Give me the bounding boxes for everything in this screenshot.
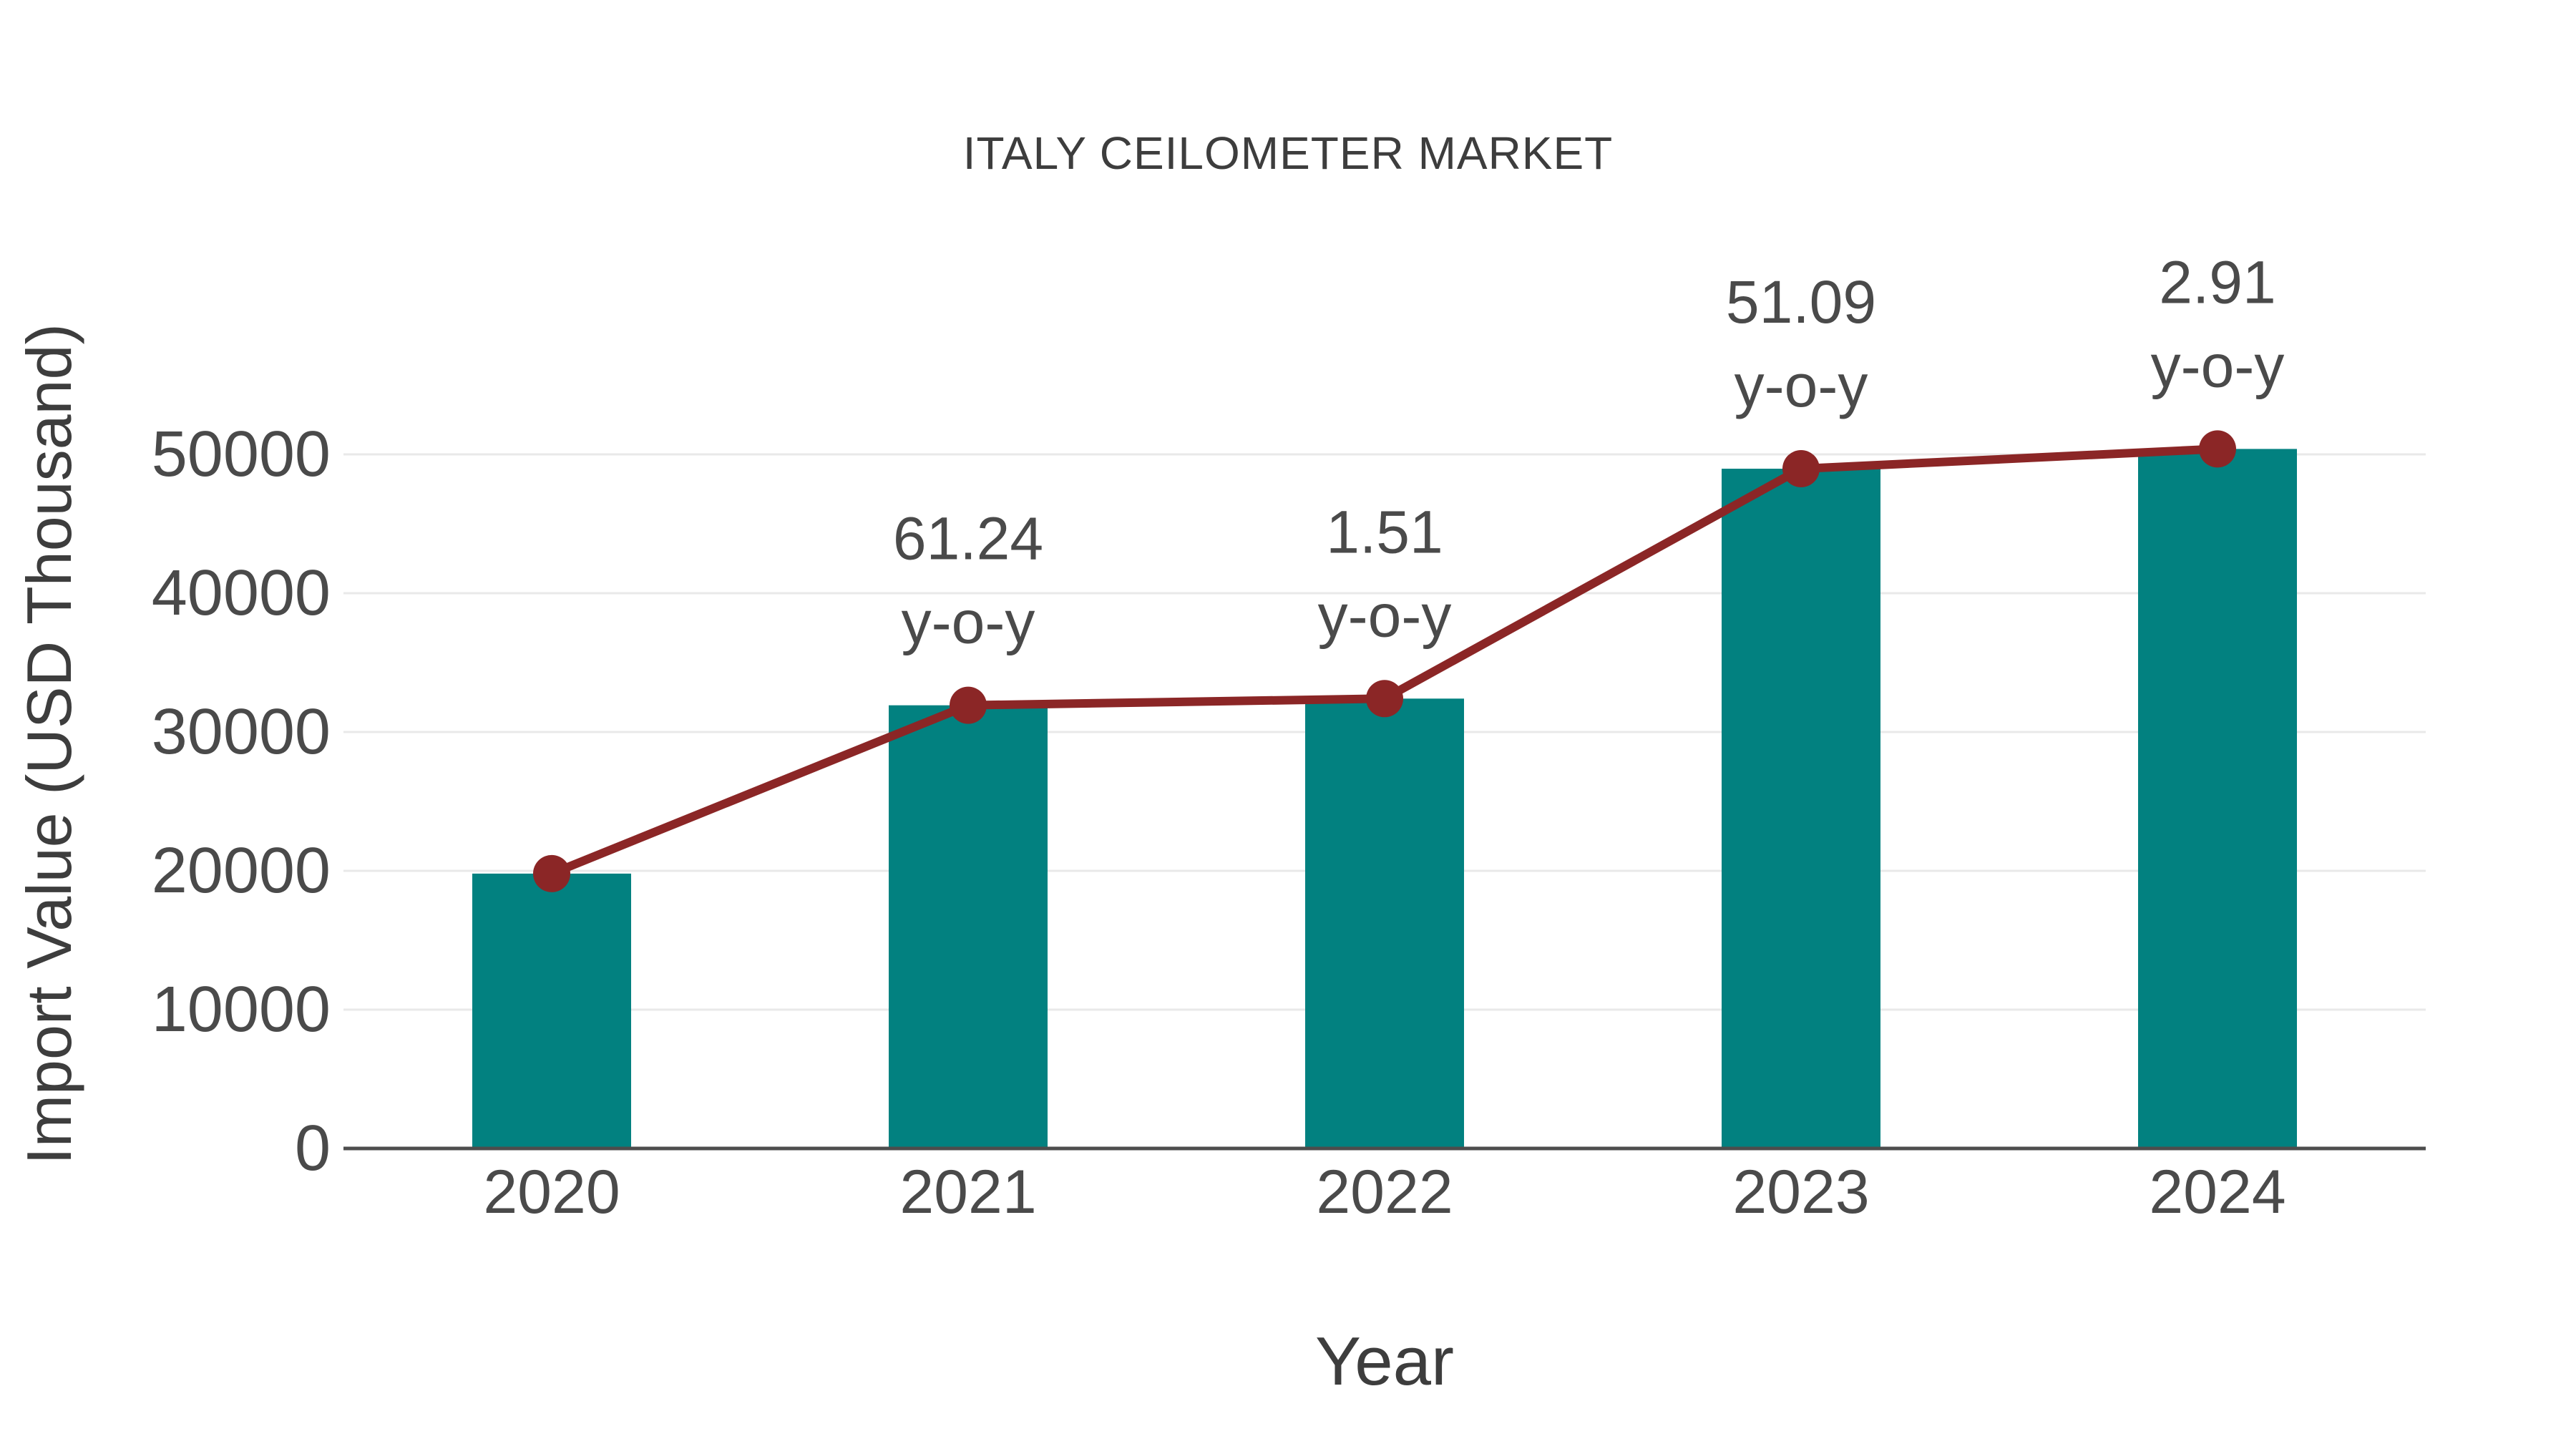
annotation-2023-suffix: y-o-y: [1735, 352, 1868, 419]
bar-2021: [889, 705, 1048, 1148]
y-tick-40000: 40000: [152, 557, 331, 629]
marker-2022: [1366, 680, 1403, 718]
x-axis-title: Year: [1315, 1323, 1454, 1400]
x-tick-2020: 2020: [483, 1158, 620, 1226]
marker-2024: [2199, 430, 2236, 468]
annotation-2022-value: 1.51: [1326, 498, 1443, 565]
y-tick-50000: 50000: [152, 419, 331, 490]
annotation-2024-suffix: y-o-y: [2151, 332, 2285, 399]
x-tick-2022: 2022: [1316, 1158, 1453, 1226]
annotation-2022-suffix: y-o-y: [1318, 582, 1452, 649]
annotation-2023-value: 51.09: [1726, 268, 1876, 336]
marker-2021: [950, 686, 987, 724]
x-tick-2021: 2021: [899, 1158, 1036, 1226]
y-tick-10000: 10000: [152, 974, 331, 1045]
x-tick-2024: 2024: [2149, 1158, 2285, 1226]
y-tick-0: 0: [295, 1113, 331, 1184]
annotation-2021-value: 61.24: [893, 505, 1043, 572]
chart-title: ITALY CEILOMETER MARKET: [962, 127, 1614, 179]
bar-2022: [1305, 698, 1464, 1148]
y-tick-20000: 20000: [152, 835, 331, 907]
marker-2020: [533, 854, 570, 892]
annotation-2024-value: 2.91: [2159, 248, 2276, 316]
y-tick-30000: 30000: [152, 696, 331, 768]
bar-2020: [472, 873, 631, 1148]
annotation-2021-suffix: y-o-y: [902, 589, 1035, 656]
bar-2024: [2138, 449, 2297, 1148]
marker-2023: [1782, 450, 1820, 488]
bar-2023: [1722, 469, 1880, 1148]
x-tick-2023: 2023: [1732, 1158, 1869, 1226]
